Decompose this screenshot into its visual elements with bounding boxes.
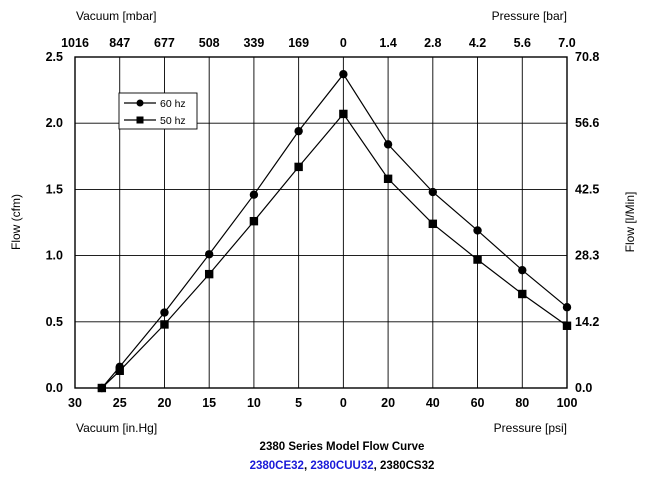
y-right-label: Flow [l/Min] xyxy=(623,192,637,253)
legend-marker-50hz xyxy=(136,116,144,124)
x-top-right-label: Pressure [bar] xyxy=(492,9,567,23)
x-top-tick-label: 4.2 xyxy=(469,36,486,50)
x-top-tick-label: 1016 xyxy=(61,36,89,50)
chart-subtitle: 2380CE32, 2380CUU32, 2380CS32 xyxy=(250,460,435,472)
series-line-0 xyxy=(101,73,568,389)
y-tick-label: 2.5 xyxy=(46,50,63,64)
data-point-square xyxy=(115,366,124,375)
subtitle-part: 2380CE32 xyxy=(250,460,304,472)
x-top-tick-label: 677 xyxy=(154,36,175,50)
data-point-circle xyxy=(473,226,482,235)
y2-tick-label: 28.3 xyxy=(575,249,599,263)
data-point-circle xyxy=(383,140,393,149)
x-tick-label: 20 xyxy=(158,396,172,410)
x-tick-label: 20 xyxy=(381,396,395,410)
data-point-square xyxy=(383,174,393,184)
x-tick-label: 0 xyxy=(340,396,347,410)
legend-label-60hz: 60 hz xyxy=(160,98,186,110)
data-point-square xyxy=(204,269,214,279)
y2-tick-label: 0.0 xyxy=(575,381,592,395)
tick-labels: 30 1016 25 847 20 677 15 508 10 339 5 169 0 0 20 1.4 40 2… xyxy=(46,36,600,410)
series-layer xyxy=(97,70,572,393)
x-tick-label: 40 xyxy=(426,396,440,410)
x-top-tick-label: 2.8 xyxy=(424,36,441,50)
data-point-square xyxy=(160,320,169,329)
data-point-circle xyxy=(294,126,303,136)
x-tick-label: 15 xyxy=(202,396,216,410)
y2-tick-label: 14.2 xyxy=(575,315,599,329)
x-top-tick-label: 169 xyxy=(288,36,309,50)
y2-tick-label: 56.6 xyxy=(575,116,599,130)
series-line-1 xyxy=(101,112,568,389)
subtitle-part: 2380CUU32 xyxy=(310,460,373,472)
x-tick-label: 60 xyxy=(471,396,485,410)
data-point-square xyxy=(473,255,482,264)
legend-box xyxy=(118,92,198,130)
y-tick-label: 0.5 xyxy=(46,315,63,329)
legend-label-50hz: 50 hz xyxy=(160,115,186,127)
x-top-tick-label: 1.4 xyxy=(379,36,396,50)
legend-marker-60hz xyxy=(136,99,144,107)
x-tick-label: 5 xyxy=(295,396,302,410)
data-point-square xyxy=(294,162,303,172)
data-point-circle xyxy=(249,190,259,199)
y-tick-label: 1.0 xyxy=(46,249,63,263)
data-point-square xyxy=(339,109,348,119)
subtitle-part: , 2380CS32 xyxy=(374,460,435,472)
legend: 60 hz 50 hz xyxy=(118,92,198,130)
data-point-circle xyxy=(339,70,348,79)
x-top-tick-label: 5.6 xyxy=(514,36,531,50)
x-top-tick-label: 0 xyxy=(340,36,347,50)
data-point-circle xyxy=(518,265,527,275)
x-top-left-label: Vacuum [mbar] xyxy=(76,9,156,23)
y-left-label: Flow (cfm) xyxy=(9,194,23,250)
x-top-tick-label: 339 xyxy=(243,36,264,50)
data-point-circle xyxy=(160,308,169,317)
plot-frame xyxy=(74,56,568,389)
data-point-square xyxy=(249,216,259,226)
data-point-square xyxy=(428,219,438,229)
y-tick-label: 1.5 xyxy=(46,182,63,196)
data-point-circle xyxy=(428,187,438,197)
y-tick-label: 0.0 xyxy=(46,381,63,395)
x-bottom-left-label: Vacuum [in.Hg] xyxy=(76,421,157,435)
x-top-tick-label: 847 xyxy=(109,36,130,50)
y2-tick-label: 42.5 xyxy=(575,182,599,196)
x-bottom-right-label: Pressure [psi] xyxy=(494,421,567,435)
x-top-tick-label: 508 xyxy=(199,36,220,50)
x-tick-label: 30 xyxy=(68,396,82,410)
y-tick-label: 2.0 xyxy=(46,116,63,130)
data-point-circle xyxy=(204,250,214,259)
x-tick-label: 80 xyxy=(515,396,529,410)
y2-tick-label: 70.8 xyxy=(575,50,599,64)
x-top-tick-label: 7.0 xyxy=(558,36,575,50)
x-tick-label: 25 xyxy=(113,396,127,410)
data-point-square xyxy=(518,289,527,299)
x-tick-label: 10 xyxy=(247,396,261,410)
chart-title: 2380 Series Model Flow Curve xyxy=(260,441,425,453)
x-tick-label: 100 xyxy=(557,396,578,410)
subtitle-part: , xyxy=(304,460,310,472)
